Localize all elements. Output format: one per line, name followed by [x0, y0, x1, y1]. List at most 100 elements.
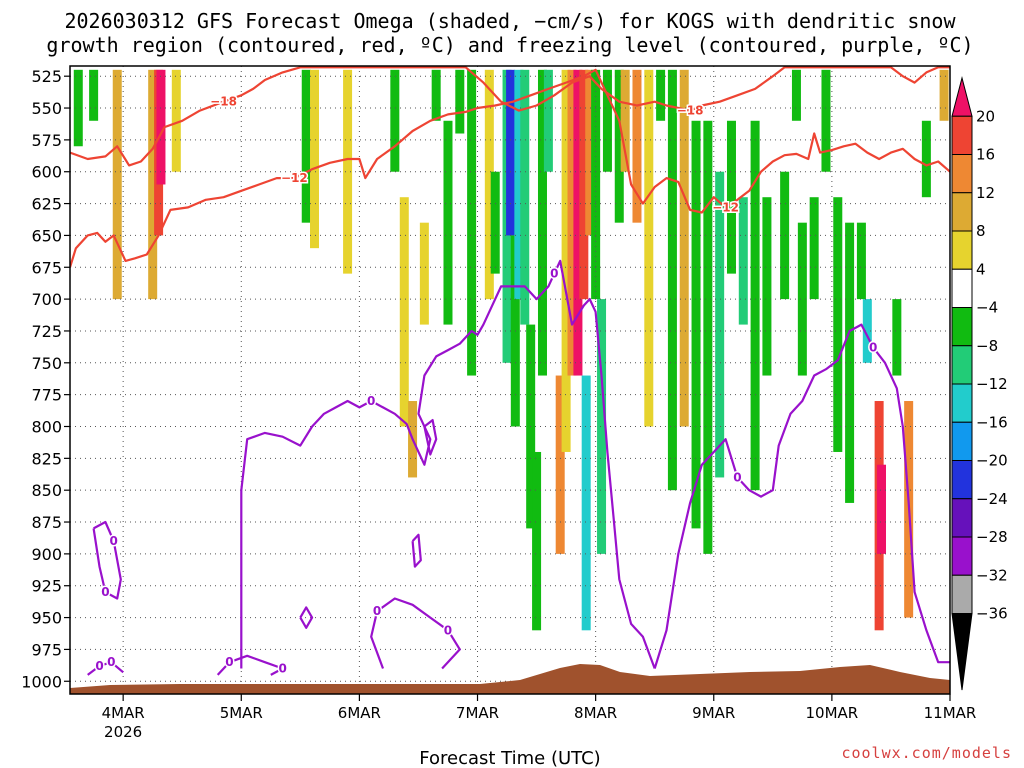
omega-cell	[561, 69, 571, 452]
omega-cell	[301, 69, 311, 223]
terrain-profile	[70, 664, 950, 694]
omega-cell	[343, 69, 353, 274]
omega-cell	[620, 69, 630, 172]
omega-cell	[484, 69, 494, 300]
y-tick-label: 725	[31, 322, 62, 341]
dgz-contour-label: −12	[712, 200, 739, 214]
omega-cell	[171, 69, 181, 172]
freezing-contour-label: 0	[733, 470, 741, 484]
omega-cell	[821, 69, 831, 172]
freezing-contour-label: 0	[373, 604, 381, 618]
x-tick-label: 8MAR	[574, 704, 617, 722]
dgz-contour-line	[70, 66, 950, 167]
omega-cell	[112, 69, 122, 300]
x-tick-label: 7MAR	[456, 704, 499, 722]
omega-cell	[390, 69, 400, 172]
colorbar-label: 4	[976, 260, 986, 278]
colorbar-label: −8	[976, 337, 998, 355]
freezing-contour-line	[653, 323, 950, 669]
omega-cell	[809, 197, 819, 300]
dgz-contour-label: −18	[677, 104, 704, 118]
omega-cell	[310, 69, 320, 249]
omega-cell	[490, 171, 500, 274]
colorbar-label: −28	[976, 528, 1008, 546]
colorbar-label: −20	[976, 452, 1008, 470]
omega-cell	[419, 222, 429, 325]
omega-shading	[73, 69, 949, 631]
omega-cell	[506, 69, 516, 236]
omega-cell	[443, 120, 453, 325]
omega-cell	[762, 197, 772, 376]
freezing-contour-line	[92, 520, 122, 600]
chart-title-line2: growth region (contoured, red, ºC) and f…	[46, 33, 973, 57]
omega-cell	[581, 375, 591, 631]
colorbar-label: 8	[976, 222, 986, 240]
omega-cell	[939, 69, 949, 121]
freezing-contour-line	[411, 533, 422, 568]
y-tick-label: 875	[31, 513, 62, 532]
omega-cell	[467, 69, 477, 376]
omega-cell	[156, 69, 166, 185]
omega-cell	[750, 120, 760, 491]
omega-cell	[703, 120, 713, 554]
omega-cell	[833, 197, 843, 452]
freezing-contour-label: 0	[869, 341, 877, 355]
freezing-contour-label: 0	[444, 623, 452, 637]
credit-text: coolwx.com/models	[841, 744, 1012, 762]
colorbar-swatch	[951, 268, 973, 308]
freezing-contour-label: 0	[367, 394, 375, 408]
omega-cell	[797, 222, 807, 376]
omega-cell	[876, 464, 886, 554]
x-tick-sublabel: 2026	[104, 723, 142, 741]
freezing-contour-label: 0	[95, 659, 103, 673]
y-tick-label: 850	[31, 481, 62, 500]
y-tick-label: 825	[31, 449, 62, 468]
freezing-contour-line	[299, 606, 314, 629]
colorbar-label: −24	[976, 490, 1008, 508]
y-tick-label: 800	[31, 417, 62, 436]
colorbar-swatch	[951, 307, 973, 347]
omega-cell	[532, 451, 542, 631]
x-tick-label: 6MAR	[338, 704, 381, 722]
omega-cell	[667, 69, 677, 491]
y-tick-label: 750	[31, 354, 62, 373]
freezing-contour-label: 0	[550, 267, 558, 281]
colorbar-label: −36	[976, 605, 1008, 623]
omega-cell	[520, 69, 530, 325]
omega-cell	[791, 69, 801, 121]
omega-cell	[537, 69, 547, 376]
colorbar-swatch	[951, 230, 973, 270]
omega-cell	[567, 69, 577, 376]
colorbar-swatch	[951, 383, 973, 423]
plot-frame	[69, 65, 951, 695]
omega-cell	[399, 197, 409, 427]
omega-cell	[726, 120, 736, 274]
colorbar-label: −16	[976, 413, 1008, 431]
colorbar-swatch	[951, 345, 973, 385]
chart-title-line1: 2026030312 GFS Forecast Omega (shaded, −…	[64, 9, 956, 33]
omega-cell	[89, 69, 99, 121]
x-axis-label: Forecast Time (UTC)	[419, 748, 600, 768]
omega-cell	[614, 69, 624, 223]
freezing-contour-label: 0	[101, 585, 109, 599]
colorbar-swatch	[951, 536, 973, 576]
x-tick-label: 11MAR	[924, 704, 977, 722]
y-tick-label: 700	[31, 290, 62, 309]
omega-cell	[679, 69, 689, 427]
colorbar: 20 16 12 8 4 −4 −8 −12 −16 −20 −24 −28 −32 −36	[951, 76, 1008, 691]
omega-cell	[715, 171, 725, 478]
colorbar-swatch	[951, 154, 973, 194]
dgz-contour-label: −18	[210, 95, 237, 109]
y-tick-label: 675	[31, 258, 62, 277]
y-tick-label: 550	[31, 99, 62, 118]
x-tick-label: 4MAR	[102, 704, 145, 722]
freezing-contour-label: 0	[278, 662, 286, 676]
freezing-contour-line	[370, 597, 461, 670]
omega-cell	[431, 69, 441, 121]
colorbar-swatch	[951, 421, 973, 461]
y-tick-label: 950	[31, 609, 62, 628]
colorbar-swatch	[951, 498, 973, 538]
